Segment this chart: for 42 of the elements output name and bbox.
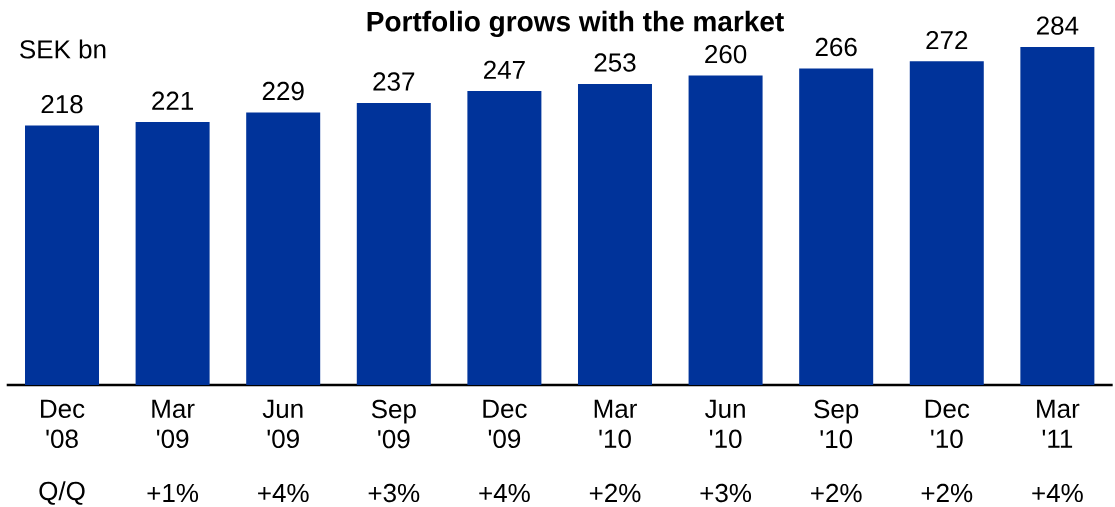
x-tick-label: Dec '10 (925, 399, 970, 449)
bar (688, 75, 763, 385)
text: +2% (811, 483, 862, 503)
bar (356, 102, 431, 385)
bar (799, 68, 874, 385)
data-label: 272 (926, 30, 968, 50)
data-label: 218 (41, 94, 83, 114)
x-tick-label: Dec '09 (483, 399, 527, 449)
x-tick-label: Mar '09 (152, 399, 195, 449)
data-label: 247 (484, 60, 525, 79)
x-tick-label: Dec '08 (41, 399, 85, 449)
bar (135, 121, 210, 385)
bar (1020, 47, 1095, 385)
bar (467, 91, 542, 385)
bar (909, 61, 984, 385)
text: +4% (258, 483, 309, 503)
bar (25, 125, 100, 385)
text: +4% (1032, 483, 1083, 503)
bar (577, 83, 652, 385)
chart-title: Portfolio grows with the market (367, 10, 784, 38)
data-label: 221 (152, 91, 194, 110)
text: +3% (700, 483, 752, 503)
data-label: 237 (373, 72, 415, 91)
text: +3% (368, 483, 420, 503)
text: +1% (147, 483, 199, 503)
data-label: 253 (594, 53, 636, 72)
x-tick-label: Sep '09 (371, 399, 416, 449)
data-label: 284 (1036, 16, 1079, 35)
x-tick-label: Mar '11 (1037, 399, 1080, 448)
text: +2% (921, 483, 973, 503)
data-label: 266 (815, 37, 857, 57)
x-tick-label: Jun '09 (262, 399, 303, 449)
text: +2% (589, 483, 641, 503)
y-axis-title: SEK bn (20, 39, 106, 59)
x-tick-label: Jun '10 (705, 399, 745, 449)
bar (246, 112, 321, 385)
text: Q/Q (39, 481, 85, 505)
x-tick-label: Mar '10 (594, 399, 637, 449)
x-tick-label: Sep '10 (814, 399, 859, 449)
text: +4% (479, 483, 530, 503)
data-label: 229 (262, 81, 304, 101)
data-label: 260 (705, 44, 747, 64)
